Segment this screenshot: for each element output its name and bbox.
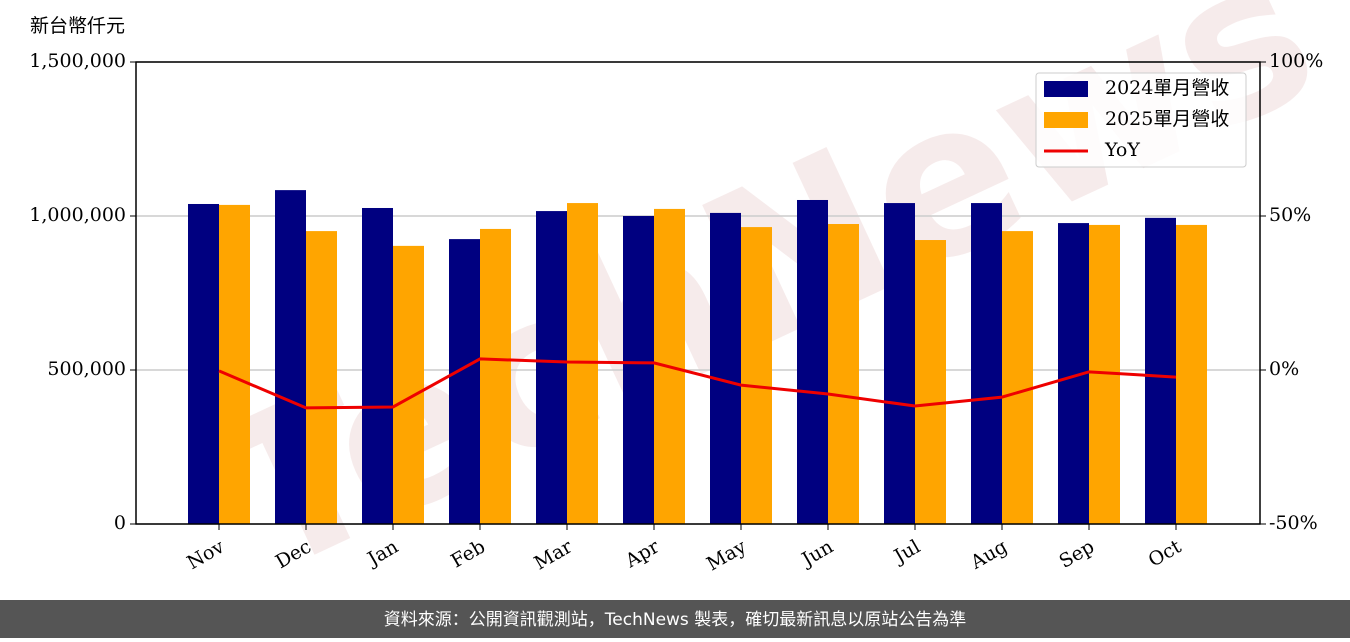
legend-label: 2024單月營收 [1105,77,1229,99]
bar [1145,217,1176,524]
source-note: 資料來源：公開資訊觀測站，TechNews 製表，確切最新訊息以原站公告為準 [384,610,966,630]
y2-tick-label: 0% [1269,358,1299,380]
y2-tick-label: -50% [1269,512,1318,534]
bar [710,212,741,525]
x-tick-label: Oct [1145,535,1186,571]
bar [884,203,915,524]
x-tick-label: Mar [530,535,576,574]
legend-label: 2025單月營收 [1105,108,1229,130]
bar [393,245,424,524]
line-series [218,357,1177,410]
plot-frame [135,61,1261,525]
footer-bar [0,600,1350,638]
legend-box [1035,72,1247,168]
y-tick-label: 1,000,000 [29,204,126,226]
x-tick-label: Sep [1055,536,1098,573]
x-tick-label: Apr [621,535,664,572]
bar [449,239,480,524]
legend-swatch [1044,81,1088,97]
bar [971,203,1002,524]
bar [275,190,306,525]
x-tick-label: Jun [796,536,837,572]
bar [480,228,511,524]
bar [362,207,393,524]
y-tick-label: 1,500,000 [29,50,126,72]
bar [623,216,654,524]
bar [915,240,946,525]
x-tick-label: Nov [183,535,228,574]
bar [219,204,250,525]
bar [741,227,772,524]
y2-tick-label: 50% [1269,204,1311,226]
bar [1176,224,1207,524]
bar [797,199,828,524]
bar [536,211,567,524]
y-axis-label: 新台幣仟元 [30,15,125,37]
bar [1002,231,1033,525]
legend: 2024單月營收 2025單月營收 YoY [1035,72,1247,168]
y-tick-label: 0 [114,512,126,534]
y2-tick-label: 100% [1269,50,1323,72]
legend-label: YoY [1104,139,1140,161]
bar [188,203,219,524]
y-tick-label: 500,000 [47,358,126,380]
bar [306,231,337,525]
bar [828,224,859,524]
x-tick-label: Jul [889,536,924,569]
x-tick-label: May [703,535,750,575]
x-tick-label: Aug [966,536,1011,575]
legend-swatch [1044,112,1088,128]
